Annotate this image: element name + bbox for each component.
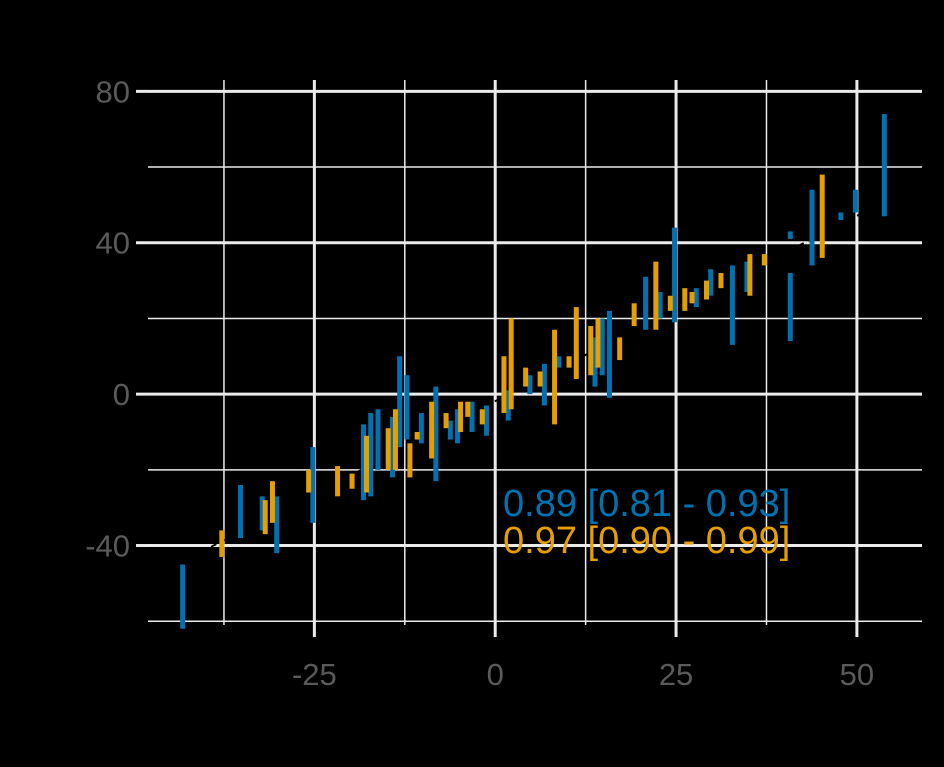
y-tick-label: 80	[96, 74, 130, 109]
x-tick-label: 50	[840, 657, 874, 692]
y-tick-label: 0	[113, 377, 130, 412]
y-axis-ticks: 80 40 0 -40	[85, 74, 148, 564]
annotation-orange: 0.97 [0.90 - 0.99]	[503, 520, 790, 562]
gridlines	[148, 80, 922, 625]
y-tick-label: -40	[85, 529, 130, 564]
x-tick-label: -25	[292, 657, 337, 692]
y-tick-label: 40	[96, 226, 130, 261]
x-axis-ticks: -25 0 25 50	[292, 625, 874, 692]
annotation-blue: 0.89 [0.81 - 0.93]	[503, 483, 790, 525]
x-tick-label: 25	[659, 657, 693, 692]
data-marks	[180, 114, 887, 629]
x-tick-label: 0	[487, 657, 504, 692]
